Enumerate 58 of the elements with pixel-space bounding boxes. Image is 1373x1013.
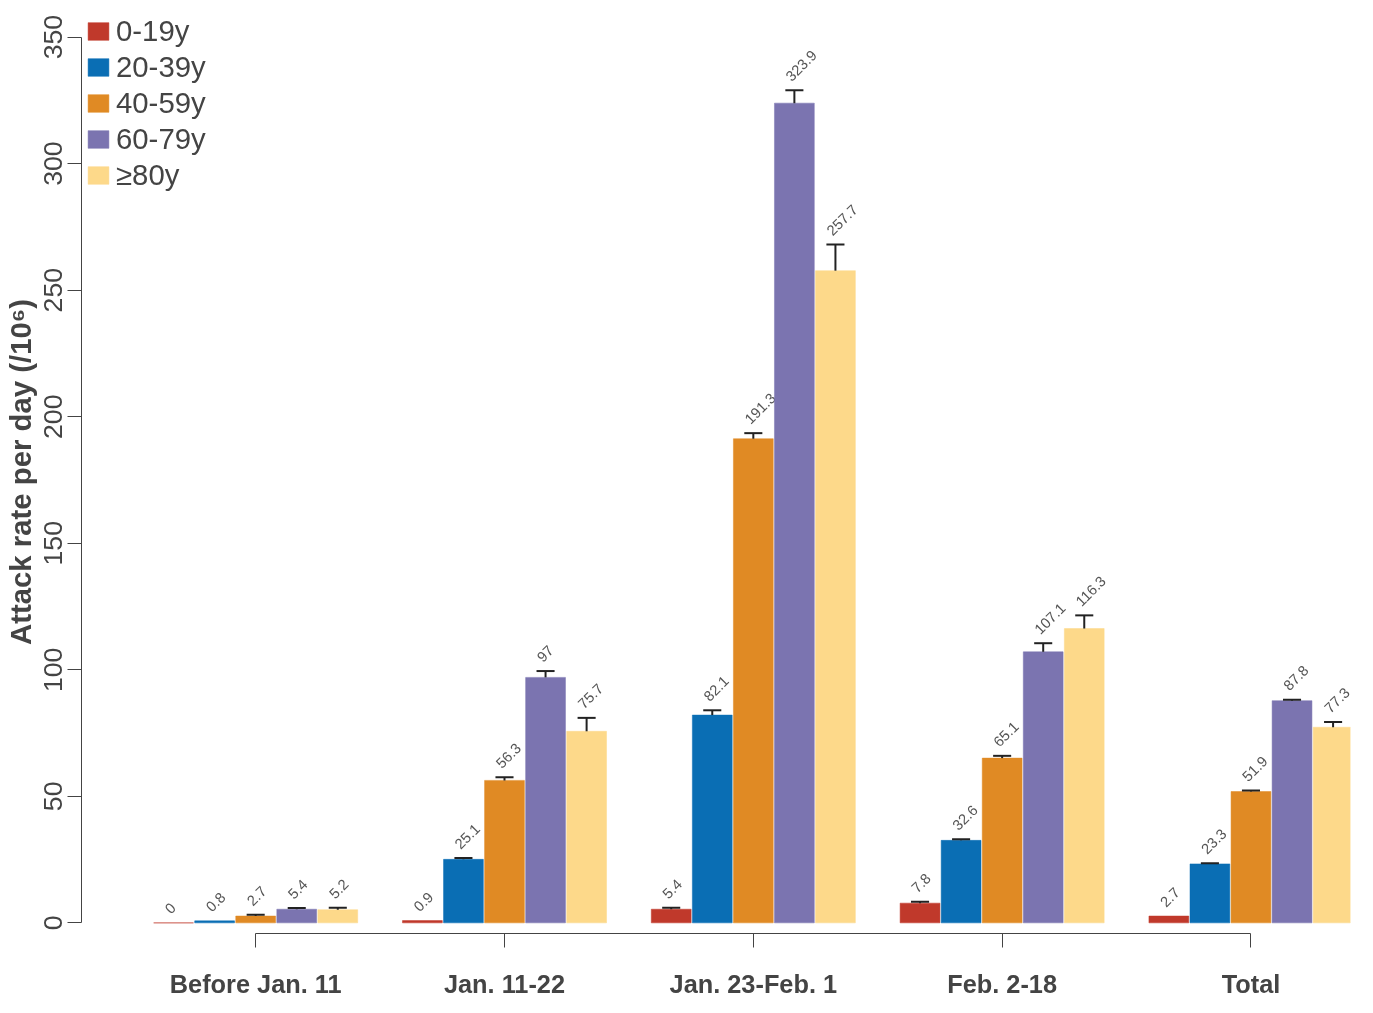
bar (1023, 651, 1064, 924)
bar (276, 908, 317, 924)
bar (733, 438, 774, 924)
x-tick-label: Jan. 23-Feb. 1 (669, 969, 838, 998)
bar (1271, 700, 1313, 924)
x-tick-label: Feb. 2-18 (947, 969, 1058, 998)
y-tick-label: 100 (38, 647, 69, 693)
bar (525, 677, 566, 924)
bar (1148, 915, 1190, 924)
bar (484, 780, 525, 924)
bar (443, 859, 484, 924)
bar (981, 757, 1023, 924)
y-tick-label: 0 (38, 915, 69, 931)
y-tick-label: 150 (38, 521, 69, 566)
x-tick-label: Total (1221, 969, 1281, 998)
bar (566, 731, 607, 924)
data-label: 2.7 (243, 883, 270, 909)
y-tick-label: 200 (38, 394, 69, 439)
legend-label: ≥80y (116, 158, 180, 192)
data-label: 0.8 (202, 889, 229, 915)
data-label: 51.9 (1239, 753, 1271, 785)
data-label: 87.8 (1280, 662, 1312, 694)
y-tick-label: 250 (38, 267, 69, 313)
data-label: 5.4 (659, 876, 686, 902)
legend-label: 40-59y (116, 86, 206, 120)
bar (940, 840, 982, 924)
bar (1189, 863, 1231, 924)
bar (692, 714, 733, 924)
bar (899, 902, 941, 924)
legend-label: 20-39y (116, 50, 206, 84)
data-label: 65.1 (990, 718, 1022, 750)
data-label: 5.2 (325, 876, 352, 902)
data-label: 2.7 (1157, 884, 1183, 911)
bar (317, 909, 358, 924)
bar (402, 920, 443, 924)
data-label: 7.8 (908, 870, 934, 896)
y-tick-label: 50 (38, 781, 69, 812)
y-axis-title: Attack rate per day (/10⁶) (3, 298, 37, 646)
x-tick-label: Before Jan. 11 (169, 969, 342, 998)
y-tick-label: 350 (38, 14, 69, 60)
x-tick-label: Jan. 11-22 (443, 969, 566, 998)
data-label: 82.1 (700, 672, 732, 705)
data-label: 5.4 (284, 876, 311, 902)
data-label: 0.9 (410, 888, 437, 915)
bar (774, 102, 815, 924)
data-label: 0 (161, 899, 179, 917)
data-label: 97 (533, 642, 557, 666)
legend-label: 0-19y (116, 14, 190, 48)
bar (194, 920, 235, 924)
bar (1064, 628, 1105, 924)
data-label: 77.3 (1321, 684, 1353, 716)
bar (1230, 791, 1272, 924)
bar (815, 270, 856, 924)
legend-label: 60-79y (116, 122, 206, 156)
bar (651, 908, 692, 924)
bar (1312, 726, 1351, 924)
bar (235, 915, 276, 924)
y-tick-label: 300 (38, 141, 69, 186)
